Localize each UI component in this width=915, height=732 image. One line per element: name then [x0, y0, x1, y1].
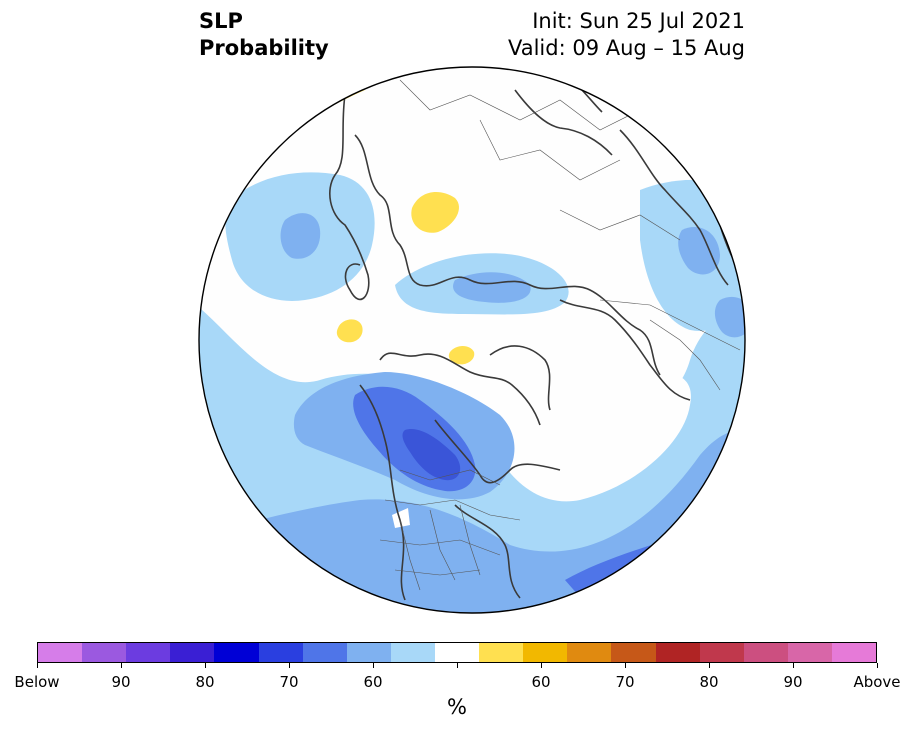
colorbar-tick [37, 663, 38, 668]
colorbar-segment [567, 643, 612, 662]
colorbar-segment [170, 643, 215, 662]
colorbar-segment [38, 643, 83, 662]
colorbar-tick [709, 663, 710, 668]
colorbar-tick [373, 663, 374, 668]
colorbar-segment [479, 643, 524, 662]
anomaly-yellow-pacific [336, 319, 363, 343]
title-right: Init: Sun 25 Jul 2021 Valid: 09 Aug – 15… [508, 8, 745, 62]
colorbar-tick [121, 663, 122, 668]
colorbar-segment [126, 643, 171, 662]
colorbar-unit: % [447, 695, 467, 719]
map-fill [199, 67, 745, 613]
colorbar-tick-label: 90 [111, 673, 131, 691]
colorbar-tick-label: 60 [531, 673, 551, 691]
colorbar-tick [625, 663, 626, 668]
colorbar-tick-label: Above [853, 673, 901, 691]
product-title: Probability [199, 36, 329, 60]
colorbar-tick-label: Below [14, 673, 60, 691]
variable-title: SLP [199, 9, 243, 33]
colorbar-segment [699, 643, 744, 662]
colorbar-segment [523, 643, 568, 662]
valid-range: Valid: 09 Aug – 15 Aug [507, 36, 745, 60]
colorbar-segment [346, 643, 391, 662]
colorbar-tick [793, 663, 794, 668]
colorbar-tick-label: 80 [195, 673, 215, 691]
polar-map [198, 66, 746, 614]
colorbar-tick-label: 70 [279, 673, 299, 691]
colorbar-tick-center [457, 663, 458, 668]
anomaly-yellow-arctic [448, 346, 475, 365]
anomaly-mid-blue-westpac [280, 213, 321, 259]
colorbar-segment [214, 643, 259, 662]
anomaly-core-blue-canada [402, 429, 461, 481]
colorbar [37, 642, 877, 663]
colorbar-segment [611, 643, 656, 662]
colorbar-segment [434, 643, 480, 662]
colorbar-segment [82, 643, 127, 662]
anomaly-yellow-siberia [411, 192, 459, 233]
colorbar-segment [743, 643, 788, 662]
anomaly-white-us [392, 508, 410, 528]
colorbar-segment [302, 643, 347, 662]
anomaly-white-gap [405, 340, 691, 502]
colorbar-tick-label: 60 [363, 673, 383, 691]
borders [379, 79, 741, 591]
colorbar-segment [787, 643, 832, 662]
colorbar-tick-label: 80 [699, 673, 719, 691]
anomaly-mid-blue-asia [678, 227, 720, 275]
colorbar-tick [877, 663, 878, 668]
colorbar-tick-label: 70 [615, 673, 635, 691]
colorbar-tick [541, 663, 542, 668]
title-left: SLP Probability [199, 8, 329, 62]
colorbar-tick-label: 90 [783, 673, 803, 691]
colorbar-segment [655, 643, 700, 662]
colorbar-segment [258, 643, 303, 662]
colorbar-segment [390, 643, 435, 662]
globe-outline [198, 66, 746, 614]
colorbar-segment [831, 643, 877, 662]
coastlines [329, 69, 745, 601]
colorbar-tick [289, 663, 290, 668]
anomaly-mid-blue-arctic [453, 272, 531, 303]
init-date: Init: Sun 25 Jul 2021 [532, 9, 745, 33]
colorbar-tick [205, 663, 206, 668]
